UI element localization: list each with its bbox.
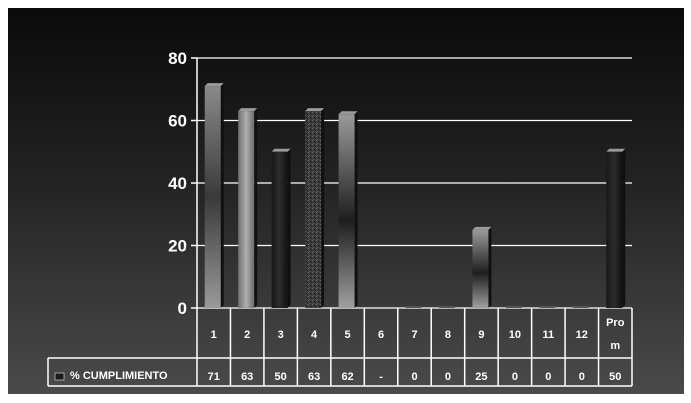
y-tick-label: 60 — [168, 112, 187, 131]
bar-11 — [539, 306, 556, 308]
series-name: % CUMPLIMIENTO — [70, 370, 168, 382]
data-label: 0 — [512, 371, 518, 383]
category-label: 10 — [509, 329, 521, 341]
bar-top-1 — [204, 83, 224, 87]
data-label: 0 — [579, 371, 585, 383]
category-label: 11 — [543, 329, 555, 341]
bar-12 — [572, 306, 589, 308]
bar-5 — [338, 114, 355, 308]
y-tick-label: 0 — [178, 299, 187, 318]
bar-side-3 — [287, 148, 291, 308]
bar-side-5 — [354, 111, 358, 308]
bar-9 — [472, 229, 489, 308]
legend-key — [54, 372, 65, 381]
data-label: - — [379, 371, 383, 383]
bar-top-3 — [271, 148, 291, 152]
bar-10 — [505, 306, 522, 308]
data-label: 63 — [308, 371, 320, 383]
category-label: 12 — [576, 329, 588, 341]
bar-top-2 — [238, 108, 258, 112]
bar-side-9 — [488, 226, 492, 308]
category-label: 4 — [311, 329, 318, 341]
bar-8 — [438, 306, 455, 308]
category-label: 1 — [211, 329, 217, 341]
data-label: 50 — [609, 371, 621, 383]
bar-side-2 — [254, 108, 258, 308]
bar-side-1 — [220, 83, 224, 308]
bar-4 — [305, 111, 322, 308]
data-label: 0 — [545, 371, 551, 383]
chart-frame: 0 20 40 60 80 1 2 3 4 5 6 7 8 9 10 11 12 Pro m% CUMPLIMIE… — [8, 8, 684, 394]
category-label: 8 — [445, 329, 451, 341]
data-label: 0 — [445, 371, 451, 383]
data-label: 50 — [275, 371, 287, 383]
category-label: 9 — [478, 329, 484, 341]
bar-top-Prom — [606, 148, 626, 152]
y-axis-ticks: 0 20 40 60 80 — [168, 49, 187, 318]
bar-top-9 — [472, 226, 492, 230]
category-label: Pro m — [606, 317, 625, 352]
bar-side-Prom — [622, 148, 626, 308]
bar-1 — [204, 86, 221, 308]
y-tick-label: 80 — [168, 49, 187, 68]
category-label: 5 — [345, 329, 351, 341]
bar-3 — [271, 151, 288, 308]
bar-Prom — [606, 151, 623, 308]
data-label: 0 — [411, 371, 417, 383]
bar-side-4 — [321, 108, 325, 308]
data-label: 25 — [475, 371, 487, 383]
category-label: 6 — [378, 329, 384, 341]
bar-2 — [238, 111, 255, 308]
data-label: 62 — [341, 371, 353, 383]
y-tick-label: 20 — [168, 237, 187, 256]
bar-7 — [405, 306, 422, 308]
data-label: 71 — [208, 371, 220, 383]
bars — [204, 83, 626, 308]
gridlines — [191, 57, 632, 309]
bar-top-5 — [338, 111, 358, 115]
category-label: 7 — [411, 329, 417, 341]
category-label: 2 — [244, 329, 250, 341]
category-label: 3 — [278, 329, 284, 341]
y-tick-label: 40 — [168, 174, 187, 193]
bar-top-4 — [305, 108, 325, 112]
data-label: 63 — [241, 371, 253, 383]
